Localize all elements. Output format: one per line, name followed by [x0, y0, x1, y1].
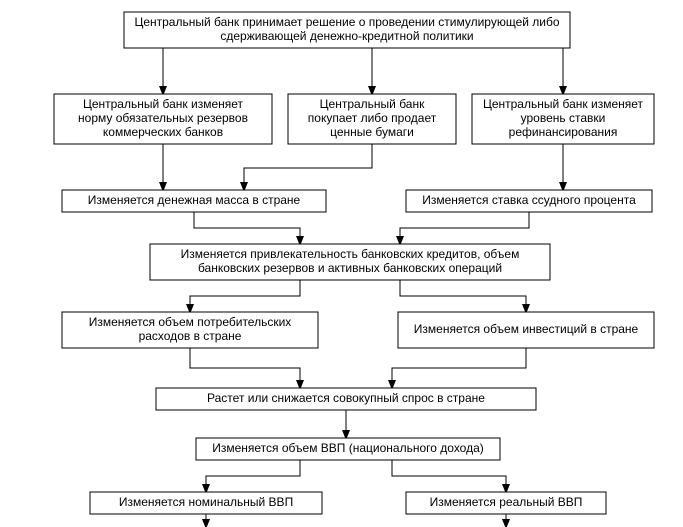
- node-label: Изменяется реальный ВВП: [430, 495, 583, 509]
- node-label: уровень ставки: [521, 111, 606, 125]
- edge-14: [392, 460, 506, 492]
- node-label: Изменяется привлекательность банковских …: [181, 247, 520, 261]
- node-n2a: Центральный банк изменяетнорму обязатель…: [54, 94, 272, 144]
- node-label: рефинансирования: [509, 125, 618, 139]
- node-label: Растет или снижается совокупный спрос в …: [207, 391, 485, 405]
- node-label: Изменяется объем потребительских: [89, 315, 292, 329]
- node-label: Изменяется объем ВВП (национального дохо…: [212, 441, 484, 455]
- node-n5a: Изменяется объем потребительскихрасходов…: [62, 312, 318, 348]
- node-n8b: Изменяется реальный ВВП: [406, 492, 606, 514]
- node-n4: Изменяется привлекательность банковских …: [150, 244, 550, 280]
- node-n5b: Изменяется объем инвестиций в стране: [398, 312, 654, 348]
- node-n2b: Центральный банкпокупает либо продаетцен…: [288, 94, 456, 144]
- node-label: Изменяется номинальный ВВП: [119, 495, 293, 509]
- node-label: Изменяется ставка ссудного процента: [422, 193, 636, 207]
- node-n8a: Изменяется номинальный ВВП: [90, 492, 322, 514]
- monetary-policy-flowchart: Центральный банк принимает решение о про…: [0, 0, 683, 527]
- edge-10: [190, 348, 300, 388]
- edge-13: [206, 460, 300, 492]
- edge-8: [190, 280, 300, 312]
- nodes: Центральный банк принимает решение о про…: [54, 12, 654, 514]
- node-label: коммерческих банков: [103, 125, 223, 139]
- edge-9: [400, 280, 526, 312]
- node-n3b: Изменяется ставка ссудного процента: [406, 190, 652, 212]
- node-n7: Изменяется объем ВВП (национального дохо…: [196, 438, 500, 460]
- edge-4: [244, 144, 372, 190]
- node-label: ценные бумаги: [330, 125, 414, 139]
- node-label: Центральный банк принимает решение о про…: [134, 15, 559, 29]
- edge-11: [392, 348, 526, 388]
- node-label: банковских резервов и активных банковски…: [198, 261, 502, 275]
- node-label: Центральный банк изменяет: [483, 97, 644, 111]
- node-label: Изменяется объем инвестиций в стране: [414, 322, 639, 336]
- node-label: Центральный банк изменяет: [83, 97, 244, 111]
- node-label: покупает либо продает: [308, 111, 437, 125]
- node-n2c: Центральный банк изменяетуровень ставкир…: [472, 94, 654, 144]
- edge-7: [400, 212, 529, 244]
- node-label: расходов в стране: [139, 329, 242, 343]
- node-n1: Центральный банк принимает решение о про…: [124, 12, 570, 48]
- node-label: норму обязательных резервов: [78, 111, 248, 125]
- node-label: сдерживающей денежно-кредитной политики: [220, 29, 473, 43]
- node-n6: Растет или снижается совокупный спрос в …: [156, 388, 536, 410]
- node-label: Центральный банк: [320, 97, 425, 111]
- node-label: Изменяется денежная масса в стране: [88, 193, 301, 207]
- edge-6: [194, 212, 300, 244]
- node-n3a: Изменяется денежная масса в стране: [62, 190, 326, 212]
